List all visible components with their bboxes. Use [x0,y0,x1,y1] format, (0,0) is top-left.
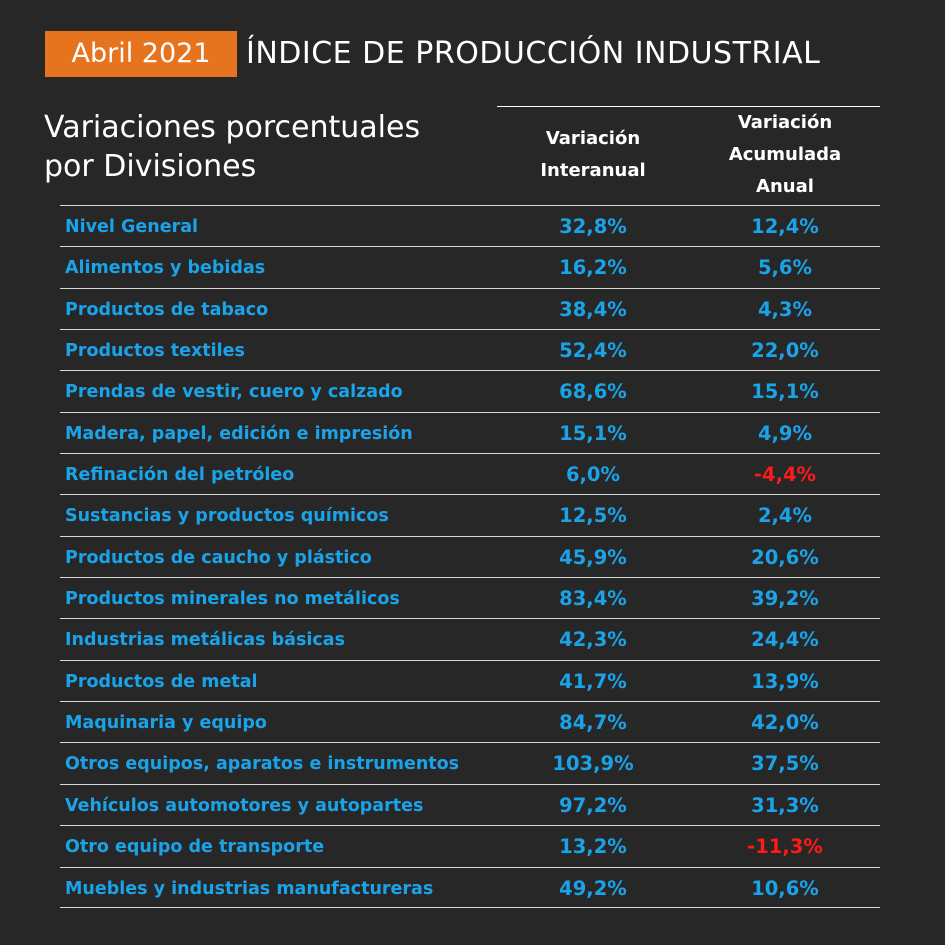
interanual-value: 32,8% [559,215,627,238]
table-row: Muebles y industrias manufactureras 49,2%… [60,866,880,908]
table-row: Productos de metal 41,7% 13,9% [60,659,880,701]
acumulada-value: 12,4% [751,215,819,238]
interanual-value: 103,9% [552,752,634,776]
subtitle-line-2: por Divisiones [44,149,257,184]
division-name: Refinación del petróleo [65,465,295,486]
table-row: Productos minerales no metálicos 83,4% 39,… [60,577,880,618]
acumulada-value: -11,3% [747,835,823,859]
table-row: Otro equipo de transporte 13,2% -11,3% [60,825,880,866]
table-row: Alimentos y bebidas 16,2% 5,6% [60,246,880,287]
interanual-value: 49,2% [559,876,627,900]
division-name: Nivel General [65,217,199,237]
division-name: Productos de tabaco [65,299,269,320]
acumulada-value: 13,9% [751,669,819,693]
table-row: Refinación del petróleo 6,0% -4,4% [60,453,880,494]
acumulada-value: 2,4% [757,504,813,528]
table-row: Productos de caucho y plástico 45,9% 20,6% [60,535,880,577]
table-row: Prendas de vestir, cuero y calzado 68,6% 1… [60,370,880,411]
acumulada-value: 4,3% [757,297,813,321]
interanual-value: 84,7% [559,711,627,735]
divisions-table: Nivel General 32,8% 12,4% Alimentos y bebid… [60,205,880,908]
table-row: Nivel General 32,8% 12,4% [60,205,880,246]
date-badge: Abril 2021 [45,31,237,77]
interanual-value: 42,3% [559,628,627,652]
acumulada-value: 39,2% [751,587,819,611]
table-row: Industrias metálicas básicas 42,3% 24,4% [60,618,880,659]
acumulada-value: 10,6% [751,876,819,900]
column-header-interanual-line-1: Variación [545,128,641,149]
interanual-value: 16,2% [559,256,627,280]
acumulada-value: 24,4% [751,628,819,652]
table-row: Productos de tabaco 38,4% 4,3% [60,287,880,329]
interanual-value: 12,5% [559,504,627,528]
interanual-value: 13,2% [559,835,627,859]
division-name: Alimentos y bebidas [65,258,266,279]
acumulada-value: -4,4% [753,463,817,487]
column-header-acumulada-line-2: Acumulada [728,144,842,165]
division-name: Productos de metal [65,671,258,692]
table-row: Sustancias y productos químicos 12,5% 2,4% [60,494,880,535]
column-header-interanual-line-2: Interanual [540,160,646,181]
division-name: Maquinaria y equipo [65,713,267,734]
interanual-value: 45,9% [559,545,627,569]
division-name: Productos textiles [65,341,245,362]
column-header-interanual: Variación Interanual [508,123,678,187]
acumulada-value: 37,5% [751,752,819,776]
division-name: Sustancias y productos químicos [65,506,389,527]
interanual-value: 68,6% [559,380,627,404]
division-name: Productos de caucho y plástico [65,547,372,568]
interanual-value: 38,4% [559,297,627,321]
table-row: Maquinaria y equipo 84,7% 42,0% [60,701,880,742]
table-row: Madera, papel, edición e impresión 15,1% 4… [60,411,880,453]
interanual-value: 83,4% [559,587,627,611]
table-row: Otros equipos, aparatos e instrumentos 10… [60,742,880,783]
acumulada-value: 15,1% [751,380,819,404]
interanual-value: 52,4% [559,339,627,363]
acumulada-value: 42,0% [751,711,819,735]
acumulada-value: 5,6% [757,256,813,280]
division-name: Muebles y industrias manufactureras [65,878,434,899]
division-name: Prendas de vestir, cuero y calzado [65,382,403,403]
division-name: Otro equipo de transporte [65,837,325,858]
division-name: Vehículos automotores y autopartes [65,795,424,816]
header-top-rule [497,106,880,107]
division-name: Industrias metálicas básicas [65,630,345,651]
acumulada-value: 22,0% [751,339,819,363]
table-row: Vehículos automotores y autopartes 97,2% 3… [60,783,880,825]
acumulada-value: 4,9% [757,421,813,445]
table-row: Productos textiles 52,4% 22,0% [60,329,880,370]
division-name: Madera, papel, edición e impresión [65,423,413,444]
interanual-value: 15,1% [559,421,627,445]
column-header-acumulada-line-1: Variación [737,112,833,133]
acumulada-value: 20,6% [751,545,819,569]
division-name: Productos minerales no metálicos [65,589,400,610]
column-header-acumulada-line-3: Anual [756,176,814,197]
interanual-value: 41,7% [559,669,627,693]
acumulada-value: 31,3% [751,793,819,817]
page-title: ÍNDICE DE PRODUCCIÓN INDUSTRIAL [246,36,821,71]
interanual-value: 6,0% [565,463,621,487]
column-header-acumulada: Variación Acumulada Anual [690,107,880,203]
subtitle: Variaciones porcentuales por Divisiones [44,108,484,186]
division-name: Otros equipos, aparatos e instrumentos [65,754,460,775]
interanual-value: 97,2% [559,793,627,817]
subtitle-line-1: Variaciones porcentuales [44,110,421,145]
